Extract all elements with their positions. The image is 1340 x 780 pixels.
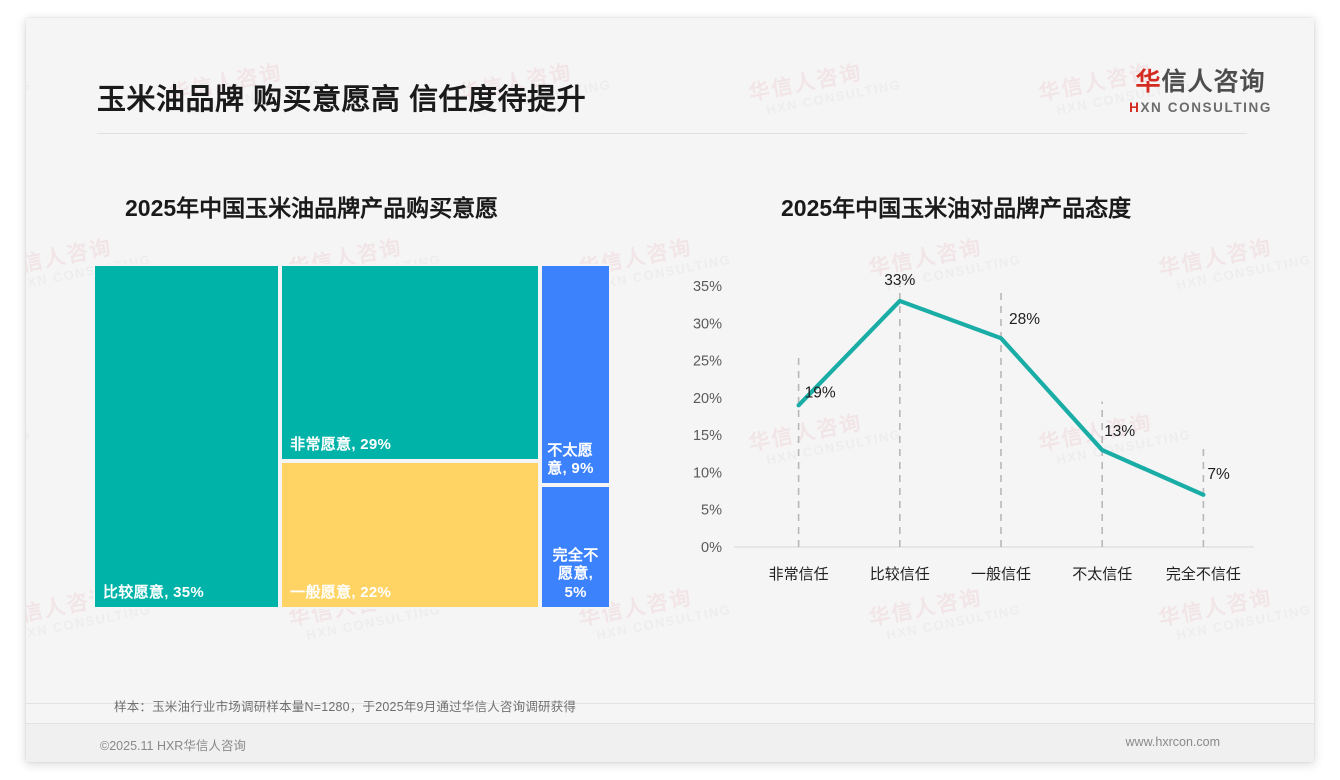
logo-en-rest: XN CONSULTING	[1140, 100, 1272, 115]
treemap-chart: 比较愿意, 35% 非常愿意, 29% 一般愿意, 22% 不太愿意, 9% 完全不愿意…	[93, 264, 611, 609]
data-point-label: 13%	[1104, 423, 1135, 440]
y-axis-tick-label: 15%	[693, 428, 722, 444]
data-point-label: 7%	[1207, 466, 1230, 483]
x-axis-tick-label: 比较信任	[870, 565, 930, 583]
treemap-cell[interactable]: 非常愿意, 29%	[280, 264, 541, 461]
treemap-cell-label: 非常愿意, 29%	[290, 435, 392, 453]
data-point-label: 28%	[1009, 311, 1040, 328]
watermark-chinese: 华信人咨询	[26, 399, 30, 457]
logo-english-text: HXN CONSULTING	[1129, 101, 1272, 115]
y-axis-tick-label: 30%	[693, 316, 722, 332]
chart-title-purchase-intent: 2025年中国玉米油品牌产品购买意愿	[125, 195, 499, 221]
page-title: 玉米油品牌 购买意愿高 信任度待提升	[97, 84, 587, 116]
treemap-cell[interactable]: 不太愿意, 9%	[540, 264, 611, 486]
watermark-english: HXN CONSULTING	[26, 426, 33, 468]
header-divider	[97, 133, 1247, 134]
footer-divider	[26, 703, 1314, 704]
treemap-cell[interactable]: 完全不愿意, 5%	[540, 485, 611, 609]
x-axis-tick-label: 非常信任	[769, 566, 829, 583]
x-axis-tick-label: 一般信任	[971, 566, 1031, 583]
website-url[interactable]: www.hxrcon.com	[1125, 735, 1220, 749]
chart-title-brand-attitude: 2025年中国玉米油对品牌产品态度	[781, 195, 1132, 221]
treemap-cell[interactable]: 比较愿意, 35%	[93, 264, 281, 609]
logo-cn-accent-char: 华	[1135, 68, 1162, 96]
data-series-line[interactable]	[796, 298, 1206, 497]
source-note: 样本：玉米油行业市场调研样本量N=1280，于2025年9月通过华信人咨询调研获…	[114, 700, 577, 714]
treemap-cell-label: 不太愿意, 9%	[547, 441, 594, 477]
treemap-cell[interactable]: 一般愿意, 22%	[280, 460, 541, 609]
logo-chinese-text: 华信人咨询	[1129, 70, 1272, 95]
y-axis-tick-label: 20%	[693, 391, 722, 407]
logo-cn-rest: 信人咨询	[1161, 68, 1266, 96]
x-axis-tick-label: 完全不信任	[1166, 565, 1241, 583]
copyright-text: ©2025.11 HXR华信人咨询	[100, 739, 246, 753]
treemap-cell-label: 比较愿意, 35%	[103, 583, 205, 601]
slide-footer: ©2025.11 HXR华信人咨询 www.hxrcon.com	[26, 723, 1314, 762]
x-axis-tick-label: 不太信任	[1072, 566, 1132, 583]
brand-logo: 华信人咨询 HXN CONSULTING	[1129, 70, 1272, 115]
line-chart: 0% 5% 10% 15% 20% 25% 30% 35% 19% 33% 28% 13% 7% 非常信任…	[656, 264, 1276, 609]
treemap-cell-label: 完全不愿意, 5%	[552, 547, 599, 601]
y-axis-tick-label: 5%	[701, 503, 722, 519]
y-axis-tick-label: 35%	[693, 279, 722, 295]
y-axis-tick-label: 10%	[693, 465, 722, 481]
logo-en-accent-char: H	[1129, 100, 1141, 115]
data-point-label: 33%	[884, 272, 915, 289]
y-axis-tick-label: 0%	[701, 540, 722, 556]
slide-header: 玉米油品牌 购买意愿高 信任度待提升 华信人咨询 HXN CONSULTING	[26, 18, 1314, 134]
y-axis-tick-label: 25%	[693, 354, 722, 370]
treemap-cell-label: 一般愿意, 22%	[290, 583, 392, 601]
line-chart-svg: 0% 5% 10% 15% 20% 25% 30% 35% 19% 33% 28% 13% 7% 非常信任…	[693, 272, 1254, 583]
data-point-label: 19%	[805, 384, 836, 401]
